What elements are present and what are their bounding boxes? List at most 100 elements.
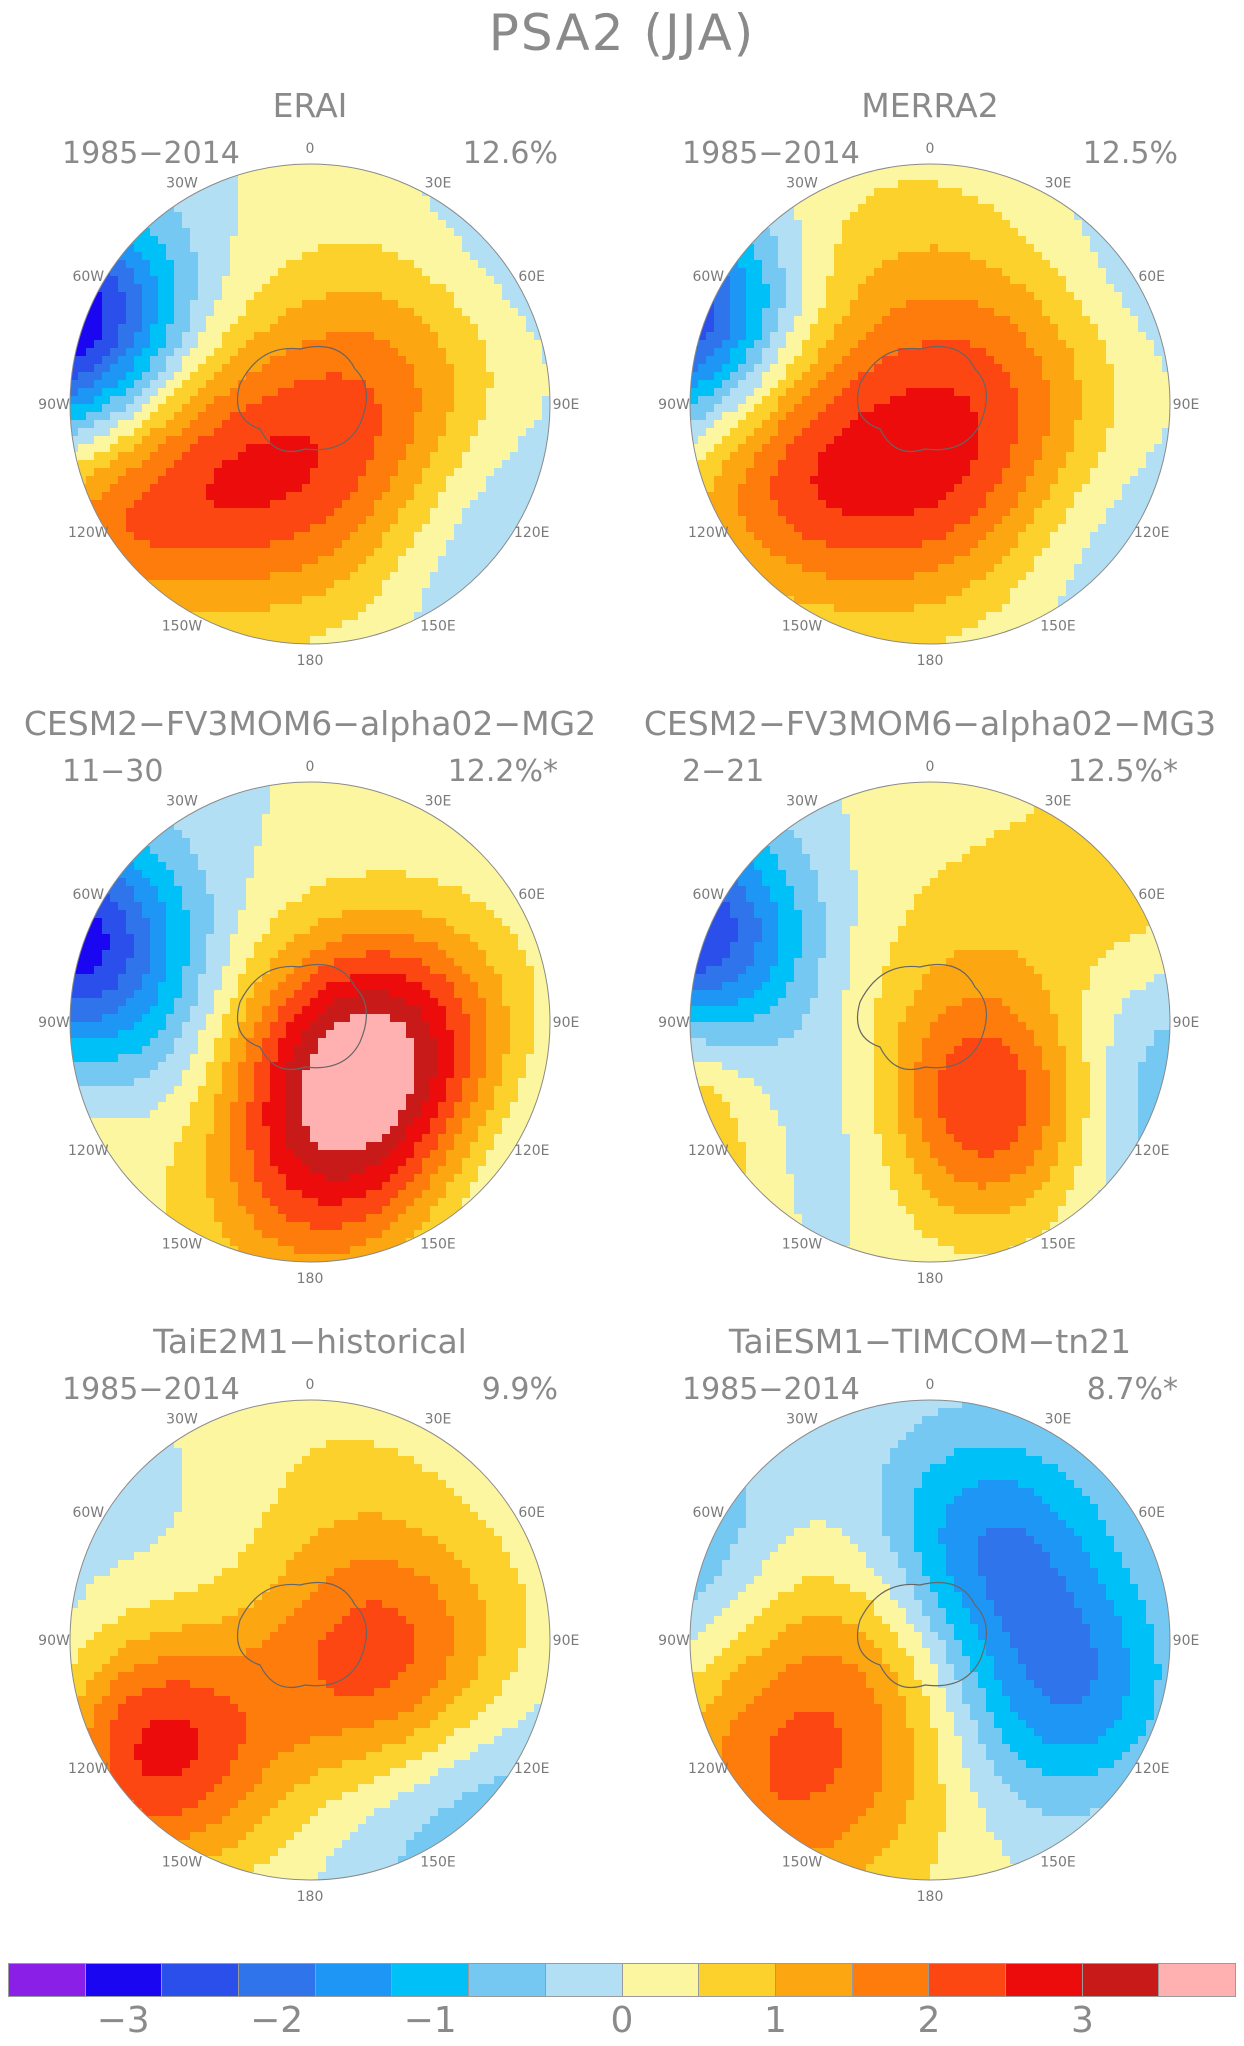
longitude-label: 90E (1173, 1015, 1200, 1031)
longitude-label: 30E (1045, 175, 1072, 191)
longitude-label: 150E (1040, 1237, 1076, 1253)
longitude-label: 90E (553, 397, 580, 413)
polar-map: 0 30E 60E 90E 120E 150E 180 150W 120W 90W 60W 30W (658, 1377, 1200, 1905)
longitude-label: 150E (420, 1237, 456, 1253)
contour-field (690, 164, 1170, 644)
panel-variance: 8.7%* (1086, 1372, 1178, 1407)
longitude-label: 150E (1040, 619, 1076, 635)
panel-variance: 9.9% (481, 1372, 558, 1407)
longitude-label: 150W (162, 1237, 203, 1253)
longitude-label: 180 (297, 1271, 324, 1287)
colorbar-box (315, 1964, 393, 1996)
longitude-label: 120E (1134, 1761, 1170, 1777)
colorbar-box (852, 1964, 930, 1996)
panel-merra2: MERRA2 1985−2014 12.5% 0 30E 60E 90E 120E 150… (620, 86, 1240, 706)
colorbar-box (162, 1964, 240, 1996)
longitude-label: 30W (166, 793, 198, 809)
longitude-label: 60E (1138, 269, 1165, 285)
panel-title: CESM2−FV3MOM6−alpha02−MG2 (23, 704, 597, 743)
longitude-label: 180 (297, 1889, 324, 1905)
longitude-label: 120W (68, 1143, 109, 1159)
longitude-label: 150E (1040, 1855, 1076, 1871)
colorbar-label: 0 (610, 2000, 634, 2041)
longitude-label: 90E (1173, 397, 1200, 413)
longitude-label: 0 (926, 759, 935, 775)
longitude-label: 60W (72, 887, 104, 903)
panel-period: 1985−2014 (682, 1372, 860, 1407)
panel-period: 2−21 (682, 754, 765, 789)
longitude-label: 180 (917, 1889, 944, 1905)
longitude-label: 120E (514, 525, 550, 541)
polar-map: 0 30E 60E 90E 120E 150E 180 150W 120W 90W 60W 30W (38, 759, 579, 1287)
map-boundary (69, 163, 551, 645)
longitude-label: 120W (68, 525, 109, 541)
panel-period: 1985−2014 (682, 136, 860, 171)
panel-variance: 12.6% (462, 136, 558, 171)
colorbar-box (1159, 1964, 1235, 1996)
map-boundary (69, 1399, 551, 1881)
longitude-label: 30W (166, 175, 198, 191)
longitude-label: 150W (782, 1855, 823, 1871)
polar-map: 0 30E 60E 90E 120E 150E 180 150W 120W 90W 60W 30W (658, 759, 1200, 1287)
panel-period: 11−30 (62, 754, 164, 789)
longitude-label: 180 (917, 1271, 944, 1287)
longitude-label: 30E (425, 793, 452, 809)
longitude-label: 90W (658, 1633, 690, 1649)
longitude-label: 90W (658, 397, 690, 413)
contour-field (70, 782, 550, 1262)
antarctica-outline (856, 1581, 987, 1689)
contour-field (70, 1400, 550, 1880)
longitude-label: 120W (688, 525, 729, 541)
longitude-label: 120E (514, 1143, 550, 1159)
antarctica-outline (236, 1581, 367, 1689)
longitude-label: 60W (692, 1505, 724, 1521)
longitude-label: 120W (68, 1761, 109, 1777)
colorbar-label: −2 (250, 2000, 304, 2041)
panel-title: MERRA2 (861, 86, 999, 125)
longitude-label: 0 (926, 141, 935, 157)
colorbar-box (469, 1964, 546, 1996)
longitude-label: 30W (786, 793, 818, 809)
panel-cesm2-mg3: CESM2−FV3MOM6−alpha02−MG3 2−21 12.5%* 0 3… (620, 704, 1240, 1324)
panel-variance: 12.2%* (447, 754, 558, 789)
longitude-label: 60E (1138, 1505, 1165, 1521)
map-boundary (689, 163, 1171, 645)
panel-variance: 12.5%* (1067, 754, 1178, 789)
longitude-label: 0 (306, 141, 315, 157)
panel-erai: ERAI 1985−2014 12.6% 0 30E 60E 90E 120E 150E 1… (0, 86, 620, 706)
antarctica-outline (236, 963, 367, 1071)
colorbar-box (775, 1964, 853, 1996)
longitude-label: 60W (692, 269, 724, 285)
colorbar-box (622, 1964, 700, 1996)
longitude-label: 120E (1134, 525, 1170, 541)
main-title: PSA2 (JJA) (488, 4, 756, 62)
panel-variance: 12.5% (1082, 136, 1178, 171)
longitude-label: 30W (166, 1411, 198, 1427)
colorbar-label: 1 (764, 2000, 787, 2041)
longitude-label: 120E (514, 1761, 550, 1777)
longitude-label: 120W (688, 1143, 729, 1159)
contour-field (690, 1400, 1170, 1880)
map-boundary (689, 1399, 1171, 1881)
longitude-label: 30E (425, 175, 452, 191)
longitude-label: 0 (926, 1377, 935, 1393)
longitude-label: 180 (297, 653, 324, 669)
colorbar-box (239, 1964, 316, 1996)
longitude-label: 30E (1045, 1411, 1072, 1427)
colorbar-box (1082, 1964, 1160, 1996)
longitude-label: 90W (38, 397, 70, 413)
longitude-label: 60W (72, 1505, 104, 1521)
colorbar-label: 3 (1071, 2000, 1094, 2041)
longitude-label: 90E (1173, 1633, 1200, 1649)
longitude-label: 150W (162, 619, 203, 635)
longitude-label: 30E (425, 1411, 452, 1427)
antarctica-outline (856, 963, 987, 1071)
panel-taie2m1: TaiE2M1−historical 1985−2014 9.9% 0 30E 60… (0, 1322, 620, 1942)
polar-map: 0 30E 60E 90E 120E 150E 180 150W 120W 90W 60W 30W (658, 141, 1200, 669)
polar-map: 0 30E 60E 90E 120E 150E 180 150W 120W 90W 60W 30W (38, 141, 580, 669)
longitude-label: 30W (786, 175, 818, 191)
colorbar-box (929, 1964, 1006, 1996)
longitude-label: 0 (306, 759, 315, 775)
map-boundary (69, 781, 551, 1263)
longitude-label: 90E (553, 1633, 580, 1649)
